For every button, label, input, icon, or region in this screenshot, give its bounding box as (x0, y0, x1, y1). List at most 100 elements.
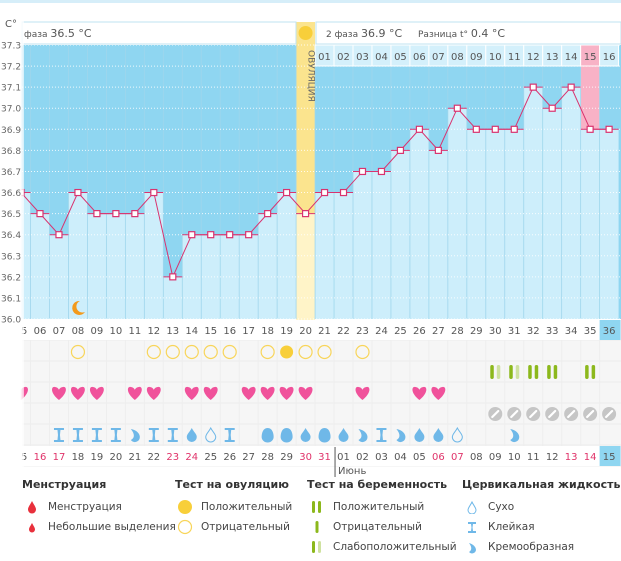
spotting-drop-icon (22, 522, 42, 533)
y-axis-panel (0, 8, 24, 478)
cycle-day-label: 35 (584, 326, 597, 337)
legend-item: Положительный (175, 497, 292, 517)
weak-positive-pregnancy-test-icon (515, 365, 520, 379)
heart-icon (184, 386, 199, 400)
heart-icon (70, 386, 85, 400)
positive-pregnancy-test-icon (591, 365, 596, 379)
sticky-icon (91, 428, 102, 442)
cycle-day-label: 08 (72, 326, 85, 337)
date-label: 20 (110, 452, 123, 463)
cycle-day-label: 13 (166, 326, 179, 337)
temperature-point (586, 125, 594, 133)
temperature-bar (580, 129, 600, 319)
cycle-day-label: 36 (603, 326, 616, 337)
temperature-point (93, 210, 101, 218)
pregnancy-test-bar (509, 365, 513, 379)
date-label: 08 (470, 452, 483, 463)
legend-item: Менструация (22, 497, 176, 517)
negative-ovulation-test-icon (70, 344, 86, 360)
pill-slash (604, 409, 614, 419)
date-label: 21 (128, 452, 141, 463)
weak-positive-pregnancy-test-icon (496, 365, 501, 379)
temperature-point (36, 210, 44, 218)
date-label: 16 (34, 452, 47, 463)
date-label: 25 (204, 452, 217, 463)
date-label: 22 (147, 452, 160, 463)
negative-ovulation-test-icon (222, 344, 237, 360)
date-label: 07 (451, 452, 464, 463)
legend-item: Отрицательный (175, 517, 292, 537)
heart-icon (89, 386, 104, 400)
temperature-point (548, 104, 556, 112)
positive-pregnancy-test-icon (553, 365, 558, 379)
temperature-bar (68, 192, 88, 319)
y-tick-label: 37.0 (1, 105, 21, 115)
luteal-day-cell (599, 44, 620, 67)
legend-cervical-fluid: Цервикальная жидкость Сухо Клейкая Кремо… (462, 478, 620, 557)
cycle-day-label: 14 (185, 326, 198, 337)
temperature-bar (106, 213, 126, 319)
luteal-day-label: 07 (432, 52, 445, 63)
pregnancy-test-bar (547, 365, 551, 379)
temperature-point (472, 125, 480, 133)
negative-ovulation-test-icon (184, 344, 199, 360)
heart-icon (298, 386, 313, 400)
pregnancy-test-bar (490, 365, 494, 379)
temperature-bar (599, 129, 619, 319)
cycle-day-label: 16 (223, 326, 236, 337)
temperature-bar (353, 171, 372, 319)
temperature-point (131, 210, 139, 218)
temperature-bar (485, 129, 505, 319)
temperature-point (396, 146, 405, 154)
temperature-point (112, 210, 120, 218)
date-label: 06 (432, 452, 445, 463)
temperature-point (434, 146, 442, 154)
negative-ovulation-test-icon (260, 344, 275, 360)
cycle-day-label: 18 (261, 326, 274, 337)
temperature-bar (315, 192, 335, 319)
pregnancy-test-bar (585, 365, 589, 379)
negative-ovulation-test-icon (146, 344, 161, 360)
luteal-day-label: 02 (337, 52, 350, 63)
legend-title: Менструация (22, 478, 107, 491)
pregnancy-test-bar (528, 365, 532, 379)
date-label: 13 (565, 452, 578, 463)
cycle-day-label: 17 (242, 326, 255, 337)
temperature-bar (182, 234, 202, 319)
temperature-bar (30, 213, 50, 319)
cycle-day-label: 27 (432, 326, 445, 337)
negative-ovulation-test-icon (355, 344, 370, 360)
temperature-point (453, 104, 461, 112)
legend-item: Небольшие выделения (22, 517, 176, 537)
diff-label: Разница t° (418, 30, 471, 40)
temperature-bar (561, 87, 581, 320)
top-border (0, 0, 621, 3)
date-label: 29 (280, 452, 293, 463)
today-highlight (599, 446, 621, 466)
positive-ovulation-test-icon (280, 345, 294, 359)
temperature-point (491, 125, 499, 133)
temperature-bar (409, 129, 429, 319)
temperature-point (245, 231, 253, 239)
temperature-bar (504, 129, 524, 319)
luteal-day-label: 16 (603, 52, 616, 63)
phase2-text: 2 фаза 36.9 °C (326, 27, 402, 40)
date-label: 09 (489, 452, 502, 463)
temperature-bar (466, 129, 486, 319)
legend-ovulation-test: Тест на овуляцию Положительный Отрицател… (175, 478, 292, 537)
luteal-day-label: 14 (565, 52, 578, 63)
legend-label: Кремообразная (488, 541, 575, 553)
heart-icon (146, 386, 161, 400)
cycle-day-label: 19 (280, 326, 293, 337)
date-label: 04 (394, 452, 407, 463)
sticky-icon (167, 428, 178, 442)
pill-slash (491, 409, 500, 419)
heart-icon (241, 386, 256, 400)
cycle-day-label: 30 (489, 326, 502, 337)
temperature-point (605, 125, 613, 133)
cycle-day-row (22, 320, 621, 340)
date-row (22, 446, 621, 466)
cycle-day-label: 31 (508, 326, 521, 337)
luteal-day-label: 11 (508, 52, 521, 63)
sticky-icon (53, 428, 64, 442)
